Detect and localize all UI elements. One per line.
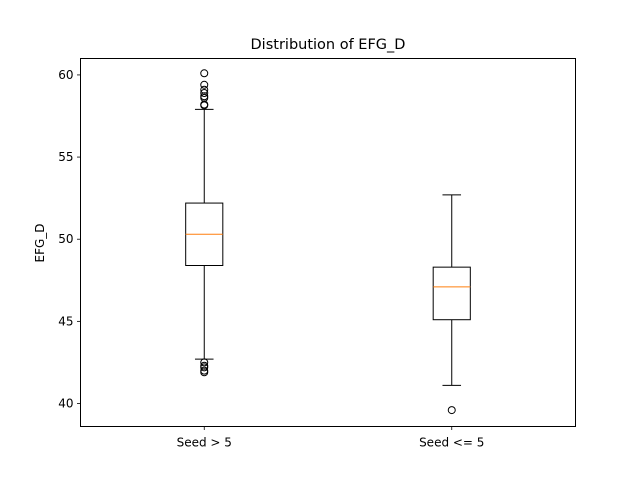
plot-area [185, 69, 471, 415]
chart-title: Distribution of EFG_D [251, 37, 406, 53]
box-seed-le-5 [432, 194, 471, 415]
outlier-point [200, 358, 209, 367]
plot-frame [80, 58, 576, 427]
outlier-point [200, 80, 209, 89]
y-tick-label: 40 [58, 397, 73, 411]
y-tick-label: 50 [58, 232, 73, 246]
y-axis: 40 45 50 55 60 [58, 68, 81, 411]
x-tick-label: Seed > 5 [177, 436, 232, 450]
y-tick-label: 45 [58, 314, 73, 328]
box-seed-gt-5 [185, 69, 224, 377]
y-tick-label: 55 [58, 150, 73, 164]
x-tick-label: Seed <= 5 [419, 436, 484, 450]
y-axis-label: EFG_D [33, 223, 47, 262]
outlier-point [200, 101, 209, 110]
outlier-point [447, 406, 456, 415]
outlier-point [200, 93, 209, 102]
outlier-point [200, 368, 209, 377]
iqr-box [432, 266, 471, 321]
x-axis: Seed > 5 Seed <= 5 [177, 426, 484, 450]
outlier-point [200, 363, 209, 372]
outlier-point [200, 69, 209, 78]
outlier-point [200, 89, 209, 97]
y-tick-label: 60 [58, 68, 73, 82]
